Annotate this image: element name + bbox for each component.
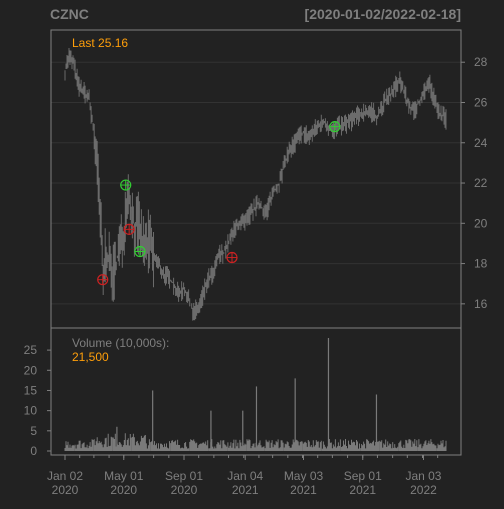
x-tick-label: May 01	[104, 469, 144, 483]
price-tick-label: 24	[474, 136, 488, 150]
volume-series	[64, 338, 447, 451]
sell-marker	[123, 223, 135, 235]
price-series	[64, 48, 447, 321]
x-tick-label: Sep 01	[165, 469, 203, 483]
volume-tick-label: 0	[30, 444, 37, 458]
volume-axis: 0 5 10 15 20 25	[24, 343, 51, 458]
volume-tick-label: 25	[24, 343, 38, 357]
volume-tick-label: 20	[24, 363, 38, 377]
volume-tick-label: 5	[30, 424, 37, 438]
sell-marker	[226, 251, 238, 264]
price-tick-label: 20	[474, 216, 488, 230]
x-tick-label: Sep 01	[344, 469, 382, 483]
price-tick-label: 26	[474, 95, 488, 109]
x-tick-year: 2021	[290, 483, 317, 497]
x-tick-year: 2022	[410, 483, 437, 497]
volume-tick-label: 10	[24, 404, 38, 418]
x-tick-label: Jan 02	[47, 469, 83, 483]
x-tick-year: 2020	[110, 483, 137, 497]
price-bars	[64, 48, 447, 321]
last-price-label: Last 25.16	[72, 36, 128, 50]
x-tick-label: Jan 03	[405, 469, 441, 483]
x-tick-year: 2020	[171, 483, 198, 497]
price-tick-label: 18	[474, 257, 488, 271]
trade-markers	[97, 121, 341, 286]
x-tick-label: May 03	[284, 469, 324, 483]
x-tick-label: Jan 04	[227, 469, 263, 483]
volume-last-value: 21,500	[72, 350, 109, 364]
buy-marker	[134, 245, 146, 258]
x-tick-year: 2020	[52, 483, 79, 497]
buy-marker	[120, 179, 132, 191]
volume-bars	[64, 433, 447, 451]
date-range: [2020-01-02/2022-02-18]	[305, 6, 461, 22]
volume-panel-frame	[50, 327, 462, 456]
volume-tick-label: 15	[24, 383, 38, 397]
price-tick-label: 28	[474, 55, 488, 69]
x-tick-year: 2021	[349, 483, 376, 497]
sell-marker	[97, 274, 109, 286]
price-tick-label: 16	[474, 297, 488, 311]
x-tick-year: 2021	[232, 483, 259, 497]
buy-marker	[329, 121, 341, 133]
price-tick-label: 22	[474, 176, 488, 190]
chart-title: CZNC	[50, 6, 89, 22]
price-axis: 16 18 20 22 24 26 28	[461, 55, 488, 311]
volume-label: Volume (10,000s):	[72, 336, 169, 350]
